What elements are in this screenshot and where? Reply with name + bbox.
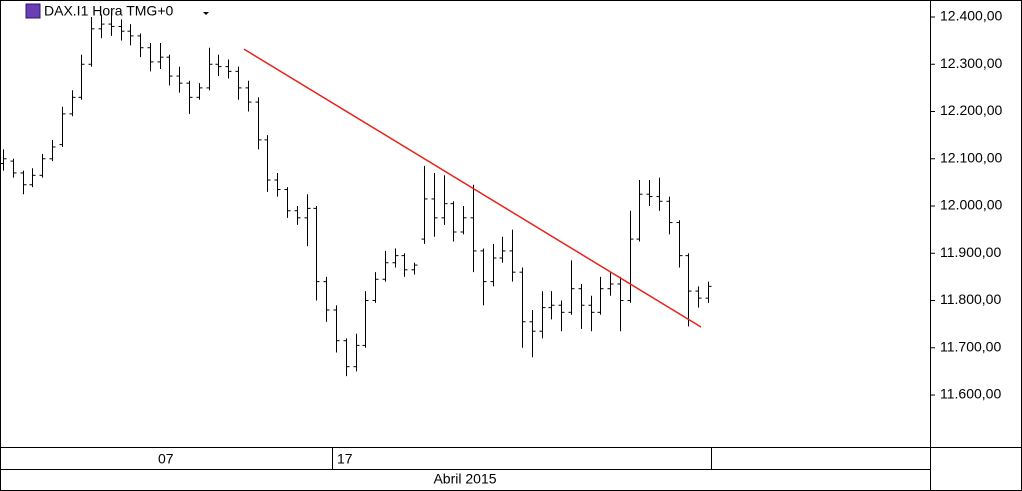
y-tick-label: 11.800,00	[940, 291, 1001, 307]
y-tick-label: 12.100,00	[940, 149, 1002, 165]
y-tick-label: 12.000,00	[940, 197, 1002, 213]
chart-title: DAX.I1 Hora TMG+0	[44, 3, 174, 19]
instrument-icon	[25, 3, 41, 19]
y-tick-label: 11.700,00	[940, 338, 1001, 354]
day-label: 17	[337, 451, 353, 467]
month-label: Abril 2015	[433, 471, 496, 487]
y-tick-label: 12.400,00	[940, 8, 1002, 24]
y-tick-label: 11.600,00	[940, 386, 1001, 402]
trendline	[243, 48, 702, 328]
day-label: 07	[158, 451, 174, 467]
y-tick-label: 12.300,00	[940, 55, 1002, 71]
y-tick-label: 11.900,00	[940, 244, 1001, 260]
dropdown-arrow[interactable]	[203, 12, 209, 15]
y-tick-label: 12.200,00	[940, 102, 1002, 118]
